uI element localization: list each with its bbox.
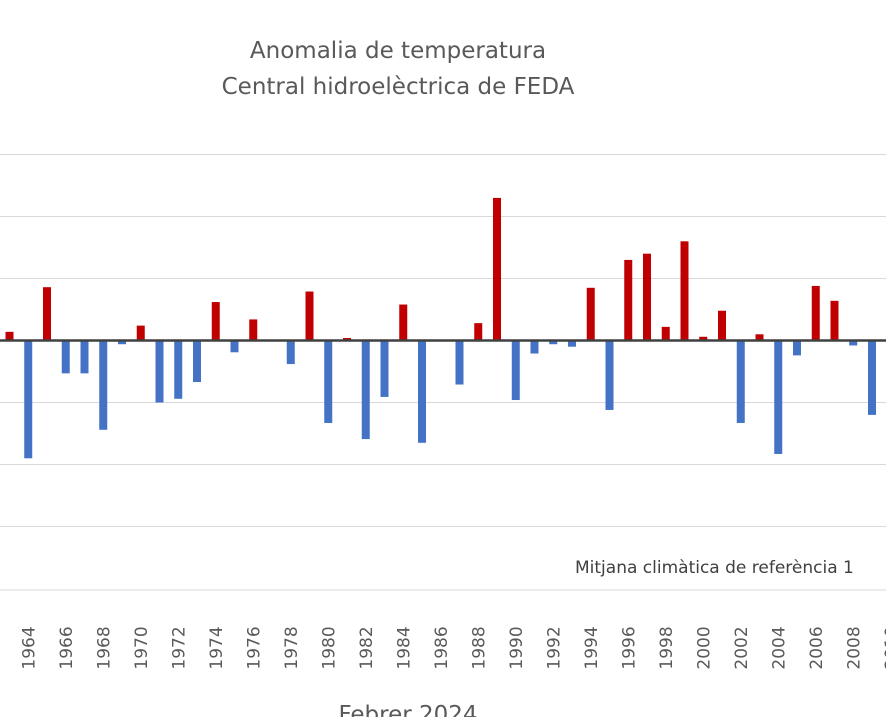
- bar-1987: [455, 340, 464, 385]
- bar-1983: [380, 340, 389, 397]
- bar-2005: [793, 340, 801, 356]
- bar-1991: [530, 340, 539, 354]
- bar-1973: [193, 340, 201, 383]
- x-tick-label-1996: 1996: [619, 626, 639, 669]
- x-tick-label-1970: 1970: [132, 626, 152, 669]
- bar-2001: [718, 310, 726, 341]
- x-tick-label-1966: 1966: [57, 626, 77, 669]
- bar-1979: [305, 291, 314, 341]
- bar-1994: [586, 287, 595, 341]
- bar-2000: [699, 336, 708, 341]
- x-axis-ticks: 1964 1966 1968 1970 1972 1974 1976 1978 1980 1982…: [19, 626, 886, 669]
- bar-2002: [736, 340, 745, 423]
- chart-title: Anomalia de temperatura: [250, 38, 546, 64]
- bar-1974: [211, 302, 220, 341]
- x-tick-label-1994: 1994: [582, 626, 602, 669]
- bar-1964: [24, 340, 33, 459]
- x-tick-label-1978: 1978: [282, 626, 302, 669]
- bar-1972: [174, 340, 183, 399]
- bar-2009: [868, 340, 876, 415]
- chart-subtitle: Central hidroelèctrica de FEDA: [222, 74, 575, 100]
- bar-1996: [624, 259, 633, 341]
- x-tick-label-2002: 2002: [732, 626, 752, 669]
- x-tick-label-1998: 1998: [657, 626, 677, 669]
- chart-footer: Febrer 2024: [338, 702, 477, 717]
- bar-1993: [568, 340, 576, 347]
- bar-2008: [849, 340, 858, 346]
- x-tick-label-1990: 1990: [507, 626, 527, 669]
- bar-1998: [661, 326, 670, 341]
- bar-1980: [324, 340, 333, 423]
- gridlines: [0, 154, 886, 591]
- bar-1992: [549, 340, 558, 345]
- bar-1978: [286, 340, 295, 365]
- bar-1966: [61, 340, 70, 374]
- bar-1995: [605, 340, 614, 410]
- x-tick-label-1980: 1980: [319, 626, 339, 669]
- bar-1989: [493, 197, 501, 341]
- bar-1970: [136, 325, 145, 341]
- bar-1990: [511, 340, 520, 401]
- bar-1965: [43, 287, 51, 341]
- bar-1976: [249, 319, 258, 341]
- bar-1968: [99, 340, 108, 430]
- x-tick-label-1982: 1982: [357, 626, 377, 669]
- bar-1984: [399, 304, 408, 341]
- bar-1985: [418, 340, 426, 443]
- x-tick-label-1972: 1972: [169, 626, 189, 669]
- x-tick-label-1992: 1992: [544, 626, 564, 669]
- x-tick-label-1988: 1988: [469, 626, 489, 669]
- x-tick-label-1974: 1974: [207, 626, 227, 669]
- bar-1982: [361, 340, 370, 440]
- bar-2004: [774, 340, 783, 454]
- bars: [5, 197, 876, 459]
- bar-1988: [474, 323, 483, 341]
- x-tick-label-2000: 2000: [694, 626, 714, 669]
- reference-annotation: Mitjana climàtica de referència 1: [575, 558, 854, 578]
- x-tick-label-2010: 2010: [882, 626, 886, 669]
- x-tick-label-1986: 1986: [432, 626, 452, 669]
- bar-1997: [643, 253, 651, 341]
- x-tick-label-2008: 2008: [844, 626, 864, 669]
- bar-1971: [155, 340, 164, 403]
- x-tick-label-1984: 1984: [394, 626, 414, 669]
- bar-1999: [680, 241, 689, 341]
- bar-2003: [755, 334, 764, 341]
- bar-2007: [830, 300, 839, 341]
- bar-1975: [230, 340, 239, 353]
- x-tick-label-2004: 2004: [769, 626, 789, 669]
- x-tick-label-1964: 1964: [19, 626, 39, 669]
- bar-1963: [5, 331, 14, 341]
- bar-1969: [118, 340, 126, 345]
- x-tick-label-1976: 1976: [244, 626, 264, 669]
- x-tick-label-2006: 2006: [807, 626, 827, 669]
- x-tick-label-1968: 1968: [94, 626, 114, 669]
- bar-2006: [811, 285, 820, 341]
- bar-1967: [80, 340, 89, 374]
